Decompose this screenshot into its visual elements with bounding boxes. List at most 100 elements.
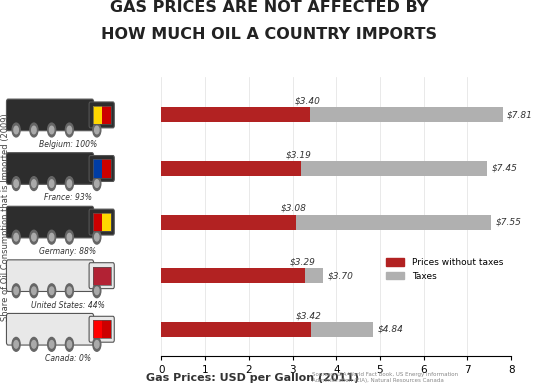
Circle shape — [67, 287, 72, 295]
Circle shape — [14, 341, 18, 348]
Bar — [102, 106, 111, 124]
Bar — [93, 106, 111, 124]
Text: Sources: CIA World Fact Book, US Energy Information
Administration (EIA), Natura: Sources: CIA World Fact Book, US Energy … — [312, 372, 458, 383]
Circle shape — [32, 287, 36, 295]
FancyBboxPatch shape — [89, 156, 114, 182]
Circle shape — [14, 233, 18, 241]
Bar — [93, 159, 111, 178]
Bar — [161, 268, 305, 283]
Legend: Prices without taxes, Taxes: Prices without taxes, Taxes — [383, 255, 507, 284]
Circle shape — [95, 287, 99, 295]
FancyBboxPatch shape — [6, 153, 94, 184]
Circle shape — [12, 177, 20, 190]
Circle shape — [66, 230, 73, 244]
Circle shape — [95, 233, 99, 241]
Circle shape — [32, 233, 36, 241]
Text: Gas Prices: USD per Gallon (2011): Gas Prices: USD per Gallon (2011) — [146, 373, 359, 383]
Circle shape — [49, 180, 54, 187]
Circle shape — [14, 126, 18, 134]
FancyBboxPatch shape — [89, 102, 114, 128]
Circle shape — [48, 284, 55, 298]
Circle shape — [14, 180, 18, 187]
Bar — [102, 213, 111, 231]
Text: $7.55: $7.55 — [496, 217, 522, 226]
Bar — [93, 213, 102, 231]
FancyBboxPatch shape — [89, 316, 114, 342]
Circle shape — [30, 123, 38, 137]
Bar — [102, 267, 111, 285]
Circle shape — [48, 177, 55, 190]
Circle shape — [93, 284, 101, 298]
Circle shape — [32, 341, 36, 348]
Text: Share of Oil Consumption that is Imported (2009): Share of Oil Consumption that is Importe… — [1, 113, 10, 320]
Circle shape — [12, 123, 20, 137]
Bar — [93, 106, 102, 124]
Circle shape — [95, 126, 99, 134]
Circle shape — [12, 337, 20, 351]
Bar — [93, 320, 111, 338]
Text: $4.84: $4.84 — [377, 325, 403, 334]
Bar — [102, 320, 111, 338]
Circle shape — [49, 233, 54, 241]
Bar — [311, 322, 373, 337]
FancyBboxPatch shape — [89, 263, 114, 289]
Circle shape — [12, 230, 20, 244]
Circle shape — [67, 126, 72, 134]
Circle shape — [48, 337, 55, 351]
FancyBboxPatch shape — [6, 260, 94, 291]
Text: $7.45: $7.45 — [491, 164, 518, 173]
Circle shape — [93, 230, 101, 244]
Circle shape — [95, 180, 99, 187]
Circle shape — [93, 123, 101, 137]
Circle shape — [66, 337, 73, 351]
Bar — [93, 320, 102, 338]
Circle shape — [66, 177, 73, 190]
Circle shape — [66, 284, 73, 298]
Bar — [161, 322, 311, 337]
Bar — [93, 159, 102, 178]
Bar — [102, 159, 111, 178]
FancyBboxPatch shape — [6, 99, 94, 131]
Circle shape — [66, 123, 73, 137]
Text: Canada: 0%: Canada: 0% — [45, 354, 91, 363]
Text: $7.81: $7.81 — [507, 110, 533, 120]
Bar — [296, 214, 491, 229]
Bar — [93, 213, 111, 231]
Bar — [310, 108, 503, 122]
Circle shape — [49, 126, 54, 134]
Circle shape — [95, 341, 99, 348]
Text: $3.70: $3.70 — [328, 271, 353, 280]
Circle shape — [32, 180, 36, 187]
Text: Belgium: 100%: Belgium: 100% — [39, 140, 97, 149]
Circle shape — [48, 123, 55, 137]
Circle shape — [48, 230, 55, 244]
Circle shape — [14, 287, 18, 295]
Circle shape — [49, 287, 54, 295]
Circle shape — [30, 230, 38, 244]
Text: France: 93%: France: 93% — [44, 194, 92, 202]
Text: $3.40: $3.40 — [295, 97, 321, 106]
Circle shape — [93, 337, 101, 351]
Bar — [161, 214, 296, 229]
Bar — [161, 161, 301, 176]
FancyBboxPatch shape — [6, 313, 94, 345]
Text: GAS PRICES ARE NOT AFFECTED BY: GAS PRICES ARE NOT AFFECTED BY — [110, 0, 428, 15]
Text: $3.29: $3.29 — [290, 258, 316, 267]
Circle shape — [93, 177, 101, 190]
Text: Germany: 88%: Germany: 88% — [39, 247, 96, 256]
Text: $3.08: $3.08 — [281, 204, 307, 213]
Circle shape — [67, 341, 72, 348]
Bar — [301, 161, 487, 176]
Bar — [93, 267, 111, 285]
Circle shape — [30, 177, 38, 190]
Circle shape — [30, 337, 38, 351]
Text: HOW MUCH OIL A COUNTRY IMPORTS: HOW MUCH OIL A COUNTRY IMPORTS — [101, 27, 437, 42]
Bar — [161, 108, 310, 122]
Bar — [93, 267, 102, 285]
Bar — [305, 268, 323, 283]
Text: United States: 44%: United States: 44% — [31, 301, 105, 310]
FancyBboxPatch shape — [6, 206, 94, 238]
Circle shape — [67, 180, 72, 187]
Circle shape — [32, 126, 36, 134]
Circle shape — [30, 284, 38, 298]
